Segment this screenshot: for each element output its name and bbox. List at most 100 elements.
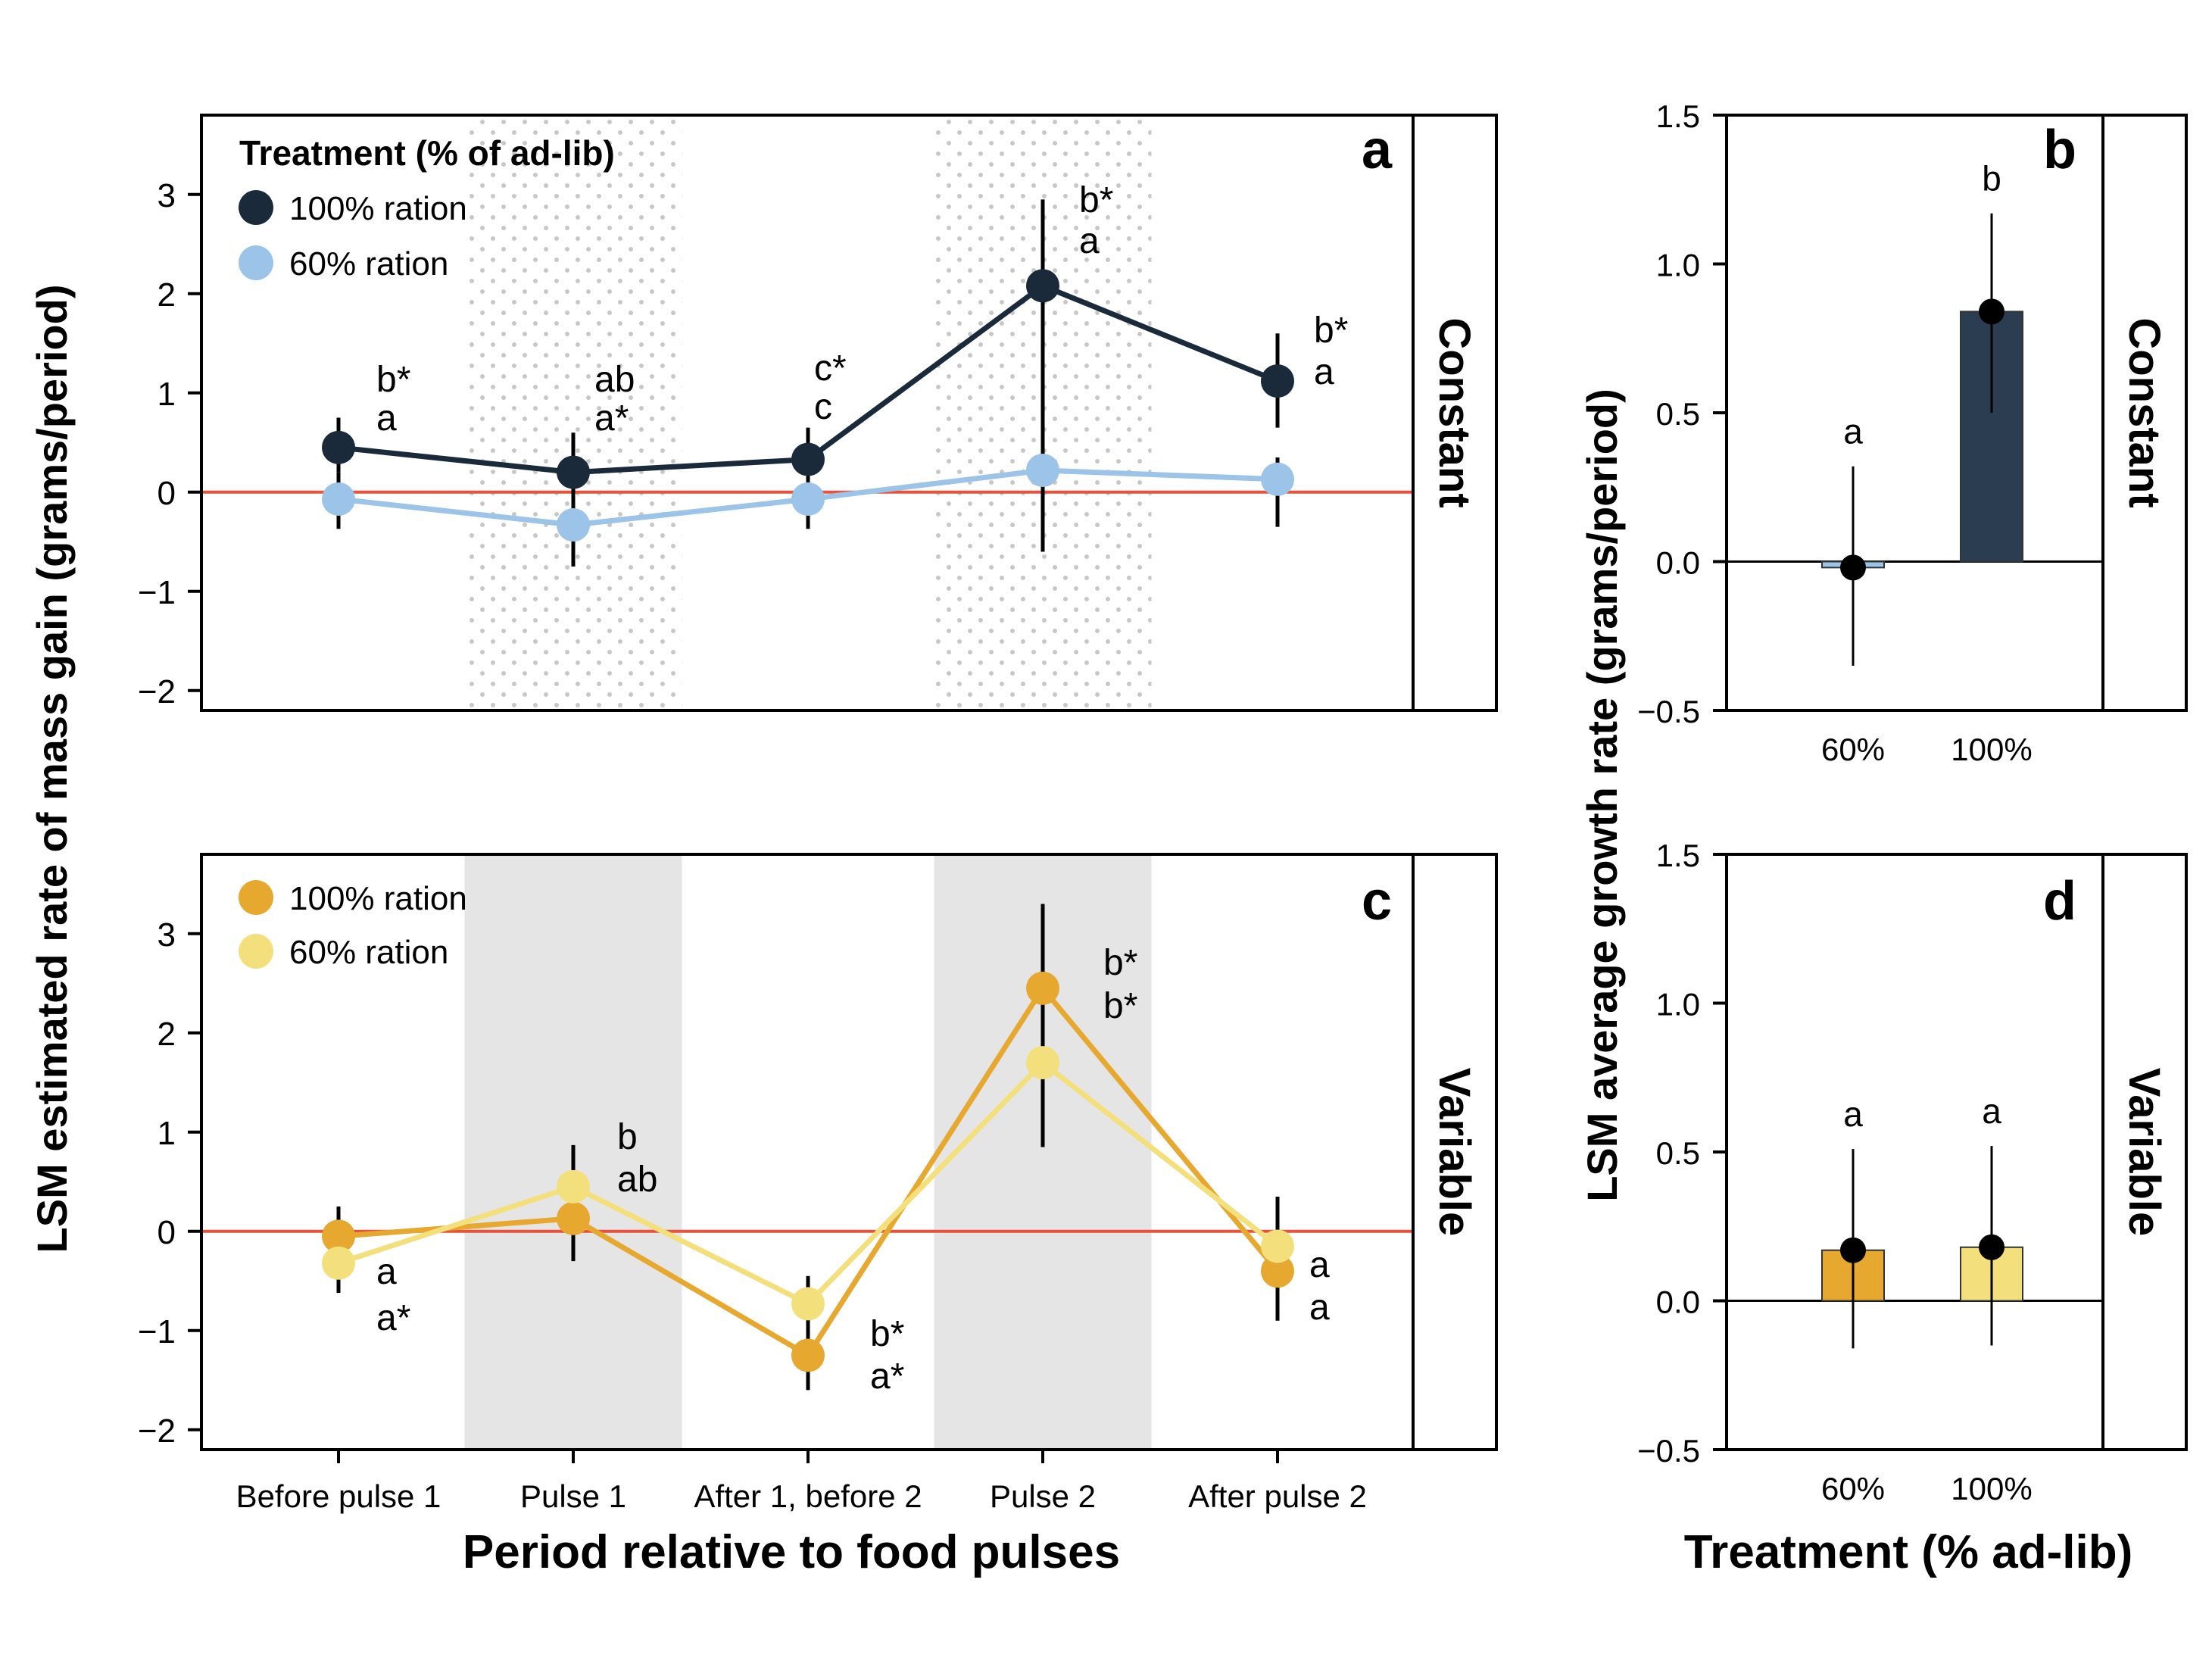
data-point bbox=[1026, 453, 1059, 487]
y-tick-label: 0.0 bbox=[1656, 1285, 1700, 1320]
panel-a-legend-100: 100% ration bbox=[239, 190, 467, 227]
y-tick-label: −2 bbox=[138, 1413, 176, 1450]
y-tick-label: 1 bbox=[158, 1115, 176, 1152]
panel-d-x-axis: 60% 100% bbox=[1821, 1471, 2033, 1506]
legend-label-var-100: 100% ration bbox=[289, 880, 467, 917]
sig-label: b bbox=[1982, 159, 2001, 198]
data-point bbox=[791, 1338, 825, 1372]
sig-label: ab bbox=[594, 360, 635, 400]
sig-label: a bbox=[1309, 1245, 1330, 1285]
panel-b-x-axis: 60% 100% bbox=[1821, 732, 2033, 767]
data-point bbox=[557, 455, 590, 489]
panel-d-y-axis: 1.5 1.0 0.5 0.0 −0.5 bbox=[1637, 838, 1727, 1469]
x-axis-title-right: Treatment (% ad-lib) bbox=[1684, 1526, 2133, 1578]
legend-marker-var-100 bbox=[239, 880, 273, 915]
y-tick-label: 1 bbox=[158, 376, 176, 413]
panel-c-legend-60: 60% ration bbox=[239, 934, 448, 971]
x-tick-label: Pulse 1 bbox=[520, 1478, 626, 1514]
panel-a-letter: a bbox=[1362, 120, 1393, 180]
x-tick-label: 100% bbox=[1951, 732, 2032, 767]
panel-a-legend-60: 60% ration bbox=[239, 245, 448, 283]
sig-label: a bbox=[1079, 221, 1100, 261]
y-tick-label: −1 bbox=[138, 574, 176, 611]
sig-label: a bbox=[1982, 1091, 2001, 1131]
x-tick-label: After pulse 2 bbox=[1188, 1478, 1367, 1514]
panel-a-strip-label: Constant bbox=[1430, 317, 1479, 507]
panel-c-x-axis: Before pulse 1 Pulse 1 After 1, before 2 Pu… bbox=[236, 1450, 1367, 1514]
legend-label-const-60: 60% ration bbox=[289, 245, 448, 283]
y-tick-label: 0.5 bbox=[1656, 1135, 1700, 1171]
data-point bbox=[557, 1169, 590, 1203]
y-tick-label: 1.5 bbox=[1656, 838, 1700, 873]
data-point bbox=[322, 1246, 355, 1280]
panel-d-strip-label: Variable bbox=[2120, 1068, 2169, 1236]
sig-label: a bbox=[1843, 1094, 1863, 1134]
sig-label: b* bbox=[1079, 180, 1113, 220]
y-tick-label: 0 bbox=[158, 1214, 176, 1251]
sig-label: a* bbox=[870, 1356, 904, 1397]
sig-label: ab bbox=[617, 1160, 657, 1200]
legend-marker-const-100 bbox=[239, 190, 273, 225]
data-point bbox=[1261, 364, 1294, 398]
panel-b-data: ab bbox=[1821, 159, 2023, 666]
data-point bbox=[1261, 1229, 1294, 1263]
y-tick-label: 2 bbox=[158, 276, 176, 314]
y-tick-label: 3 bbox=[158, 916, 176, 954]
y-tick-label: 1.0 bbox=[1656, 248, 1700, 283]
sig-label: a bbox=[1309, 1288, 1330, 1328]
sig-label: b* bbox=[870, 1314, 904, 1354]
sig-label: c* bbox=[814, 348, 847, 389]
panel-b-strip bbox=[2101, 114, 2188, 712]
sig-label: a* bbox=[376, 1298, 410, 1338]
x-axis-title-left: Period relative to food pulses bbox=[463, 1526, 1120, 1578]
legend-marker-var-60 bbox=[239, 934, 273, 969]
panel-b: 1.51.00.50.0−0.5 ab Constant b 60% 100% bbox=[1637, 98, 2188, 767]
y-axis-title-left: LSM estimated rate of mass gain (grams/p… bbox=[28, 285, 76, 1253]
y-tick-label: 0.0 bbox=[1656, 545, 1700, 581]
data-point bbox=[322, 1219, 355, 1253]
sig-label: a bbox=[1843, 412, 1863, 451]
panel-c-letter: c bbox=[1362, 871, 1392, 932]
data-point bbox=[791, 1287, 825, 1321]
panel-c-y-axis: 3 2 1 0 −1 −2 bbox=[138, 916, 201, 1450]
bar-mean-point bbox=[1840, 554, 1866, 581]
sig-label: a bbox=[376, 398, 397, 439]
panel-b-y-axis: 1.5 1.0 0.5 0.0 −0.5 bbox=[1637, 98, 1727, 729]
bar-mean-point bbox=[1840, 1237, 1866, 1263]
data-point bbox=[1026, 1046, 1059, 1080]
data-point bbox=[557, 1201, 590, 1235]
data-point bbox=[1261, 462, 1294, 496]
panel-d-strip bbox=[2101, 853, 2188, 1451]
y-tick-label: 1.5 bbox=[1656, 98, 1700, 134]
y-tick-label: 0 bbox=[158, 475, 176, 512]
panel-a-shading bbox=[464, 115, 1152, 710]
bar-mean-point bbox=[1979, 1234, 2005, 1260]
x-tick-label: 60% bbox=[1821, 1471, 1885, 1506]
sig-label: a* bbox=[594, 398, 629, 439]
panel-b-letter: b bbox=[2043, 120, 2076, 180]
y-axis-title-right: LSM average growth rate (grams/period) bbox=[1578, 389, 1626, 1202]
y-tick-label: −0.5 bbox=[1637, 694, 1700, 729]
y-tick-label: −1 bbox=[138, 1313, 176, 1350]
x-tick-label: 60% bbox=[1821, 732, 1885, 767]
panel-d-letter: d bbox=[2043, 871, 2076, 932]
data-point bbox=[1261, 1254, 1294, 1288]
legend-marker-const-60 bbox=[239, 245, 273, 280]
panel-b-strip-label: Constant bbox=[2120, 317, 2169, 507]
y-tick-label: 3 bbox=[158, 177, 176, 214]
pulse-shade-1 bbox=[464, 115, 682, 710]
data-point bbox=[322, 430, 355, 464]
data-point bbox=[791, 482, 825, 516]
sig-label: b bbox=[617, 1117, 638, 1157]
y-tick-label: −0.5 bbox=[1637, 1433, 1700, 1469]
legend-label-const-100: 100% ration bbox=[289, 190, 467, 227]
sig-label: c bbox=[814, 387, 832, 427]
y-tick-label: 2 bbox=[158, 1016, 176, 1053]
data-point bbox=[557, 508, 590, 542]
panel-a-y-axis: 3 2 1 0 −1 −2 bbox=[138, 177, 201, 710]
panel-c-legend-100: 100% ration bbox=[239, 880, 467, 917]
